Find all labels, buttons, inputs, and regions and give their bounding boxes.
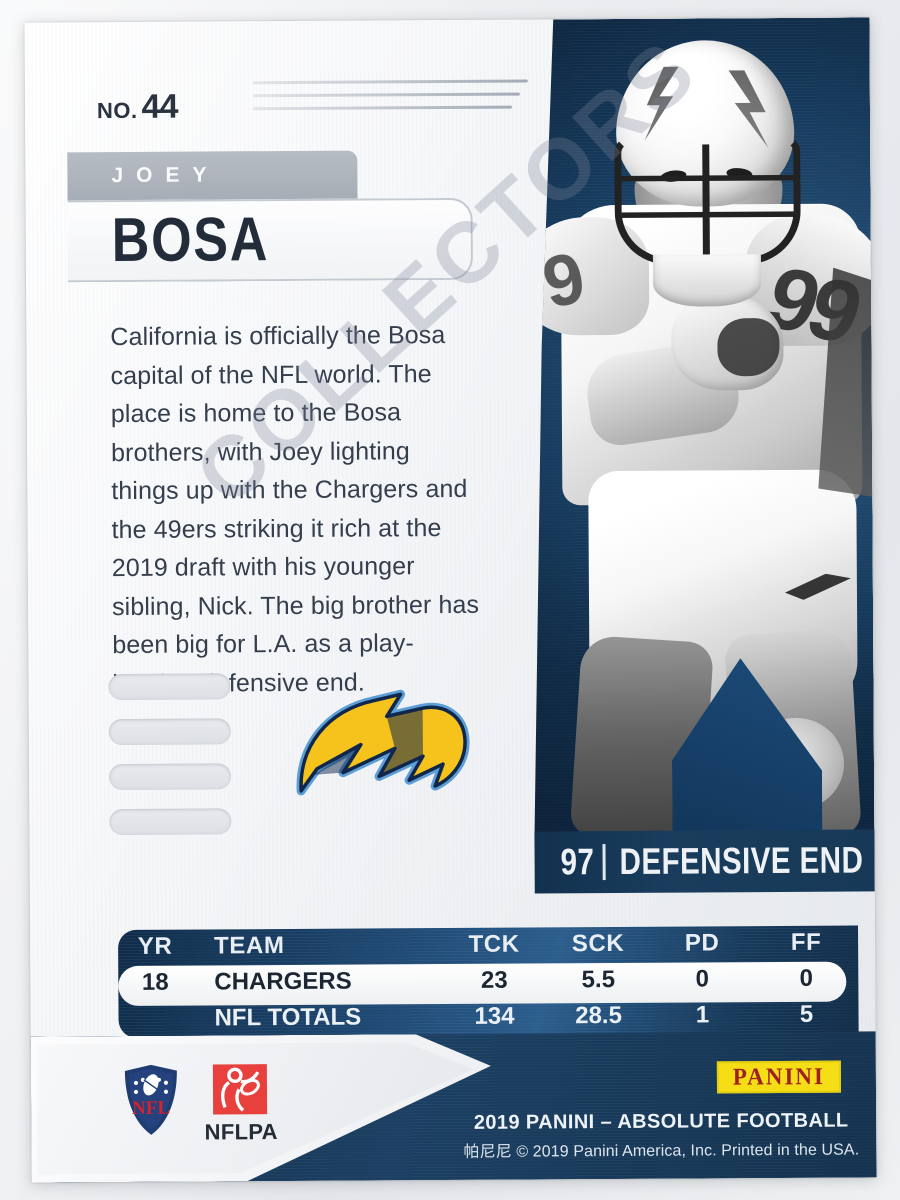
position-divider bbox=[602, 844, 606, 881]
stats-total-pd: 1 bbox=[695, 1001, 710, 1029]
stats-table: YR TEAM TCK SCK PD FF 18 CHARGERS 23 5.5… bbox=[118, 926, 859, 1037]
stats-total-ff: 5 bbox=[799, 1000, 814, 1028]
svg-text:NFL: NFL bbox=[132, 1098, 170, 1119]
card-number-value: 44 bbox=[141, 87, 178, 126]
stats-cell-tck: 23 bbox=[480, 966, 508, 994]
set-name-line: 2019 PANINI – ABSOLUTE FOOTBALL bbox=[473, 1109, 849, 1134]
stats-total-sck: 28.5 bbox=[575, 1001, 622, 1030]
stats-header-sck: SCK bbox=[571, 929, 625, 958]
stats-row-season: 18 CHARGERS 23 5.5 0 0 bbox=[118, 960, 858, 1003]
nfl-shield-icon: NFL bbox=[123, 1064, 179, 1136]
player-biography: California is officially the Bosa capita… bbox=[110, 321, 480, 698]
chargers-bolt-logo bbox=[281, 684, 482, 805]
nflpa-label: NFLPA bbox=[204, 1119, 278, 1145]
panini-brand-text: PANINI bbox=[732, 1063, 826, 1090]
stats-cell-sck: 5.5 bbox=[581, 966, 616, 994]
trading-card-back: 99 9 97 DEFENSIVE END NO. 44 JOEY bbox=[24, 17, 877, 1183]
header-decorative-lines bbox=[252, 79, 528, 121]
stats-total-tck: 134 bbox=[474, 1002, 515, 1030]
first-name-tab: JOEY bbox=[67, 150, 358, 201]
stats-cell-yr: 18 bbox=[141, 968, 169, 996]
stats-total-team: NFL TOTALS bbox=[214, 1003, 362, 1032]
stats-cell-team: CHARGERS bbox=[214, 967, 352, 996]
stats-header-ff: FF bbox=[790, 928, 822, 956]
stats-header-row: YR TEAM TCK SCK PD FF bbox=[118, 926, 858, 965]
panini-brand-logo: PANINI bbox=[716, 1060, 842, 1094]
card-number: NO. 44 bbox=[97, 88, 178, 127]
stats-total-yr bbox=[118, 1002, 192, 1036]
stats-header-tck: TCK bbox=[468, 930, 520, 958]
decorative-pill-bars bbox=[108, 673, 232, 854]
last-name: BOSA bbox=[111, 205, 270, 276]
stats-header-pd: PD bbox=[684, 929, 720, 957]
card-number-label: NO. bbox=[96, 97, 138, 124]
first-name: JOEY bbox=[111, 163, 220, 188]
position-bar: 97 DEFENSIVE END bbox=[534, 829, 875, 894]
stats-header-yr: YR bbox=[137, 932, 173, 960]
stats-cell-ff: 0 bbox=[799, 964, 814, 992]
stats-header-team: TEAM bbox=[214, 932, 285, 960]
player-photo-panel: 99 9 bbox=[529, 17, 874, 839]
stats-block: YR TEAM TCK SCK PD FF 18 CHARGERS 23 5.5… bbox=[118, 925, 859, 1039]
position-label: DEFENSIVE END bbox=[619, 839, 864, 882]
stats-cell-pd: 0 bbox=[695, 965, 710, 993]
jersey-number: 97 bbox=[560, 841, 595, 883]
copyright-line: 帕尼尼 © 2019 Panini America, Inc. Printed … bbox=[463, 1141, 860, 1161]
nflpa-logo-icon bbox=[209, 1063, 271, 1139]
